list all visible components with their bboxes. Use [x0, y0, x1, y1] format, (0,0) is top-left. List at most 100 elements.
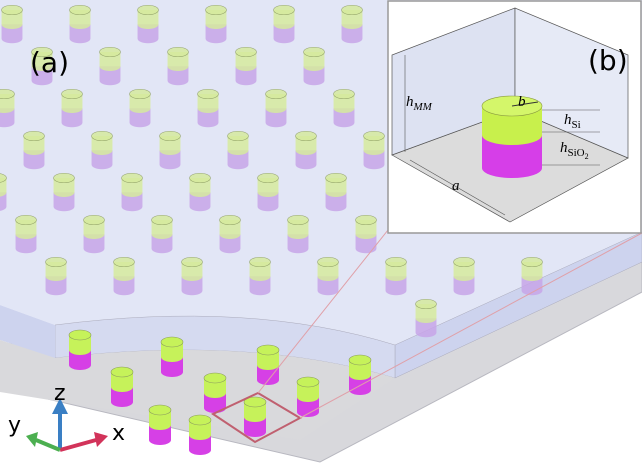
- cylinder-part: [348, 354, 372, 366]
- cylinder-part: [265, 88, 287, 100]
- dimension-lines: [404, 55, 600, 216]
- cylinder-part: [69, 10, 91, 29]
- param-hsi: hSi: [564, 112, 581, 131]
- cylinder-part: [61, 94, 83, 113]
- cylinder-part: [149, 425, 171, 445]
- inset-top: [481, 95, 543, 117]
- axis-label-z: z: [54, 381, 66, 406]
- cylinder-part: [111, 387, 133, 407]
- cylinder-part: [149, 410, 171, 430]
- cylinder-part: [287, 220, 309, 240]
- cylinder-part: [204, 393, 226, 413]
- cylinder-part: [453, 276, 475, 296]
- cylinder-part: [181, 276, 203, 296]
- cylinder-part: [227, 136, 249, 155]
- cylinder-part: [341, 10, 363, 30]
- cylinder-part: [333, 108, 355, 128]
- cylinder-part: [317, 276, 339, 296]
- cylinder-part: [1, 4, 23, 16]
- cylinder-part: [453, 262, 475, 281]
- cylinder-part: [287, 214, 309, 226]
- cylinder-part: [295, 130, 317, 142]
- radius-line: [511, 101, 539, 107]
- cylinder-part: [227, 130, 249, 142]
- cylinders: [0, 4, 543, 455]
- cylinder-part: [189, 435, 211, 455]
- cylinder-part: [159, 130, 181, 142]
- cylinder-part: [129, 94, 151, 113]
- cylinder-part: [91, 130, 113, 142]
- cylinder-part: [189, 192, 211, 212]
- cylinder-part: [235, 52, 257, 72]
- cylinder-part: [161, 342, 183, 362]
- cylinder-part: [197, 108, 219, 128]
- cylinder-part: [23, 130, 45, 142]
- cylinder-part: [68, 329, 92, 341]
- cylinder-part: [31, 46, 53, 58]
- cylinder-part: [197, 94, 219, 113]
- cylinder-part: [521, 262, 543, 281]
- cylinder-part: [189, 172, 211, 184]
- cylinder-part: [205, 24, 227, 44]
- axis-triad: [26, 398, 108, 452]
- panel-label: (b): [588, 44, 628, 77]
- symbol: h: [560, 140, 568, 156]
- cylinder-part: [69, 24, 91, 44]
- cylinder-part: [303, 66, 325, 86]
- cylinder-part: [53, 192, 75, 212]
- cylinder-part: [15, 214, 37, 226]
- cylinder-part: [257, 178, 279, 198]
- cylinder-part: [151, 220, 173, 239]
- cylinder-part: [0, 192, 7, 211]
- cylinder-part: [521, 256, 543, 268]
- cylinder-part: [296, 376, 320, 388]
- cylinder-part: [53, 172, 75, 184]
- cylinder-part: [161, 357, 183, 377]
- cylinder-part: [355, 234, 377, 254]
- cylinder-part: [303, 46, 325, 58]
- cylinder-part: [188, 414, 212, 426]
- cylinder-part: [0, 178, 7, 197]
- inset-wall-back-right: [514, 7, 629, 159]
- cylinder-part: [333, 94, 355, 113]
- symbol: h: [564, 112, 572, 128]
- cylinder-part: [204, 378, 226, 398]
- cylinder-part: [521, 276, 543, 296]
- cylinder-part: [15, 234, 37, 254]
- cylinder-part: [325, 178, 347, 198]
- cylinder-part: [69, 350, 91, 370]
- cylinder-part: [137, 4, 159, 16]
- inset-si: [482, 106, 542, 145]
- cylinder-part: [45, 256, 67, 268]
- cylinder-part: [111, 372, 133, 392]
- cylinder-part: [295, 136, 317, 155]
- cylinder-part: [257, 365, 279, 385]
- axis-label-y: y: [8, 413, 21, 438]
- cylinder-part: [453, 256, 475, 268]
- cylinder-part: [219, 220, 241, 239]
- cylinder-part: [129, 108, 151, 128]
- cylinder-part: [227, 150, 249, 170]
- cylinder-part: [121, 192, 143, 212]
- cylinder-part: [160, 336, 184, 348]
- cylinder-part: [243, 396, 267, 408]
- cylinder-part: [265, 108, 287, 128]
- cylinder-part: [257, 172, 279, 184]
- cylinder-part: [83, 220, 105, 239]
- cylinder-part: [53, 178, 75, 197]
- cylinder-part: [31, 52, 53, 71]
- cylinder-part: [137, 10, 159, 29]
- cylinder-part: [325, 192, 347, 212]
- cylinder-part: [297, 382, 319, 402]
- subscript: Si: [572, 119, 581, 131]
- cylinder-part: [415, 298, 437, 310]
- cylinder-part: [205, 10, 227, 29]
- cylinder-part: [159, 150, 181, 170]
- subsubscript: 2: [585, 152, 589, 161]
- cylinder-part: [121, 178, 143, 198]
- zoom-line: [257, 229, 389, 394]
- cylinder-part: [31, 66, 53, 86]
- cylinder-part: [148, 404, 172, 416]
